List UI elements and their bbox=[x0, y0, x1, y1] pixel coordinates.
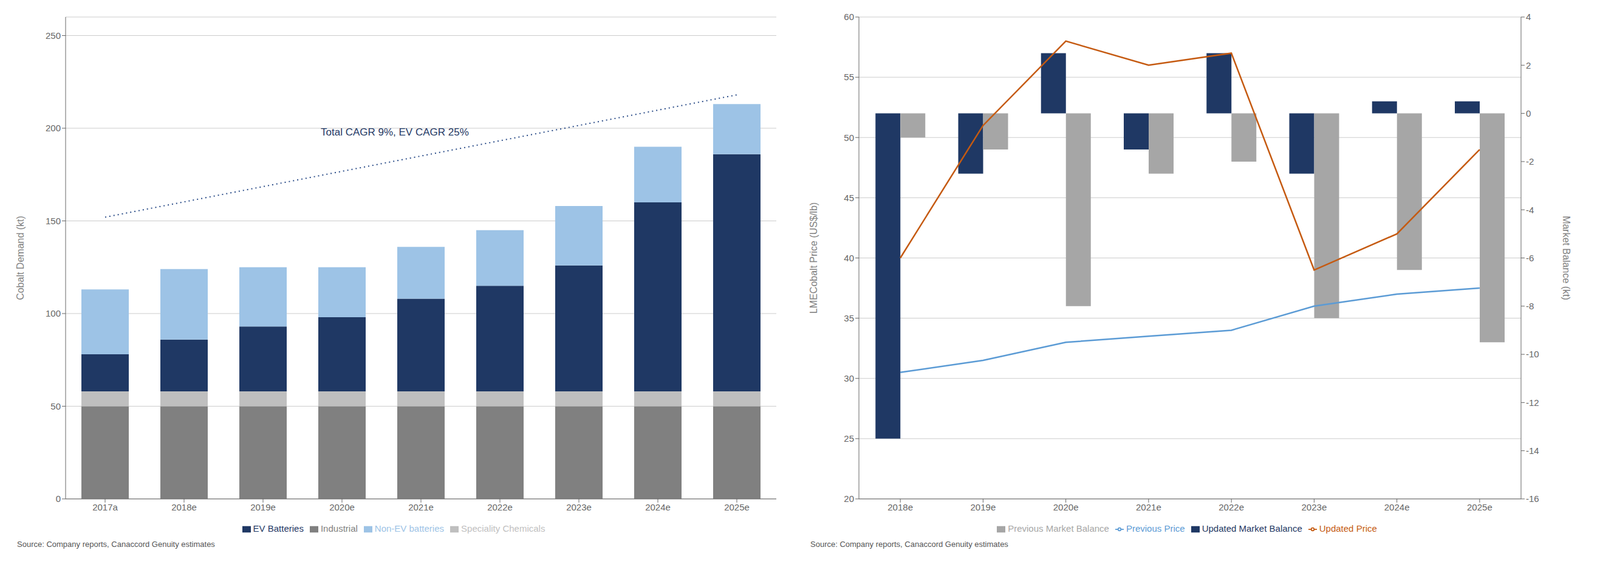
svg-text:2019e: 2019e bbox=[970, 501, 997, 513]
svg-text:-2: -2 bbox=[1525, 156, 1534, 167]
svg-text:-6: -6 bbox=[1525, 252, 1534, 264]
svg-text:25: 25 bbox=[843, 433, 855, 444]
html-text:Updated Price: Updated Price bbox=[1319, 523, 1377, 534]
html-text:Total CAGR 9%, EV CAGR 25%: Total CAGR 9%, EV CAGR 25% bbox=[320, 126, 469, 138]
svg-text:-10: -10 bbox=[1525, 348, 1540, 359]
svg-text:0: 0 bbox=[55, 493, 61, 504]
svg-text:2024e: 2024e bbox=[645, 501, 671, 513]
svg-text:-8: -8 bbox=[1525, 300, 1534, 312]
html-text:Speciality Chemicals: Speciality Chemicals bbox=[461, 523, 546, 534]
svg-text:35: 35 bbox=[843, 312, 855, 324]
html-text:Updated Market Balance: Updated Market Balance bbox=[1201, 523, 1303, 534]
svg-text:-16: -16 bbox=[1525, 493, 1540, 504]
svg-text:150: 150 bbox=[45, 215, 61, 226]
svg-text:0: 0 bbox=[1525, 108, 1531, 119]
svg-text:55: 55 bbox=[843, 71, 855, 83]
html-text:Industrial: Industrial bbox=[320, 523, 358, 534]
svg-text:-12: -12 bbox=[1525, 397, 1540, 408]
svg-text:60: 60 bbox=[843, 11, 855, 22]
svg-text:2024e: 2024e bbox=[1384, 501, 1410, 513]
svg-text:2022e: 2022e bbox=[1218, 501, 1245, 513]
svg-text:-14: -14 bbox=[1525, 445, 1540, 456]
svg-text:Market Balance (kt): Market Balance (kt) bbox=[1561, 215, 1572, 301]
svg-text:2: 2 bbox=[1525, 60, 1531, 71]
html-text:Non-EV batteries: Non-EV batteries bbox=[374, 523, 445, 534]
svg-text:50: 50 bbox=[843, 132, 855, 143]
html-text:Previous Market Balance: Previous Market Balance bbox=[1007, 523, 1110, 534]
svg-text:4: 4 bbox=[1525, 11, 1531, 22]
svg-text:2023e: 2023e bbox=[1301, 501, 1328, 513]
svg-text:50: 50 bbox=[50, 400, 61, 412]
html-text:Source: Company reports, Canac: Source: Company reports, Canaccord Genui… bbox=[17, 539, 215, 549]
svg-text:200: 200 bbox=[45, 122, 61, 134]
svg-text:2017a: 2017a bbox=[92, 501, 118, 513]
svg-text:LMECobalt Price (US$/lb): LMECobalt Price (US$/lb) bbox=[808, 202, 819, 314]
svg-text:2022e: 2022e bbox=[487, 501, 513, 513]
svg-text:Cobalt Demand (kt): Cobalt Demand (kt) bbox=[15, 215, 26, 301]
html-text:EV Batteries: EV Batteries bbox=[253, 523, 304, 534]
svg-text:100: 100 bbox=[45, 307, 61, 319]
html-text:Previous Price: Previous Price bbox=[1126, 523, 1185, 534]
svg-text:2018e: 2018e bbox=[887, 501, 913, 513]
svg-text:30: 30 bbox=[843, 372, 855, 384]
svg-text:2021e: 2021e bbox=[408, 501, 434, 513]
svg-text:2020e: 2020e bbox=[329, 501, 355, 513]
svg-text:45: 45 bbox=[843, 192, 855, 203]
html-text:Source: Company reports, Canac: Source: Company reports, Canaccord Genui… bbox=[810, 539, 1009, 549]
svg-text:250: 250 bbox=[45, 30, 61, 41]
svg-text:2020e: 2020e bbox=[1053, 501, 1079, 513]
svg-text:-4: -4 bbox=[1525, 204, 1534, 216]
svg-text:40: 40 bbox=[843, 252, 855, 264]
svg-text:2019e: 2019e bbox=[250, 501, 276, 513]
svg-text:20: 20 bbox=[843, 493, 855, 504]
svg-text:2021e: 2021e bbox=[1135, 501, 1162, 513]
svg-text:2023e: 2023e bbox=[566, 501, 592, 513]
svg-text:2018e: 2018e bbox=[171, 501, 197, 513]
svg-text:2025e: 2025e bbox=[724, 501, 750, 513]
svg-text:2025e: 2025e bbox=[1466, 501, 1493, 513]
